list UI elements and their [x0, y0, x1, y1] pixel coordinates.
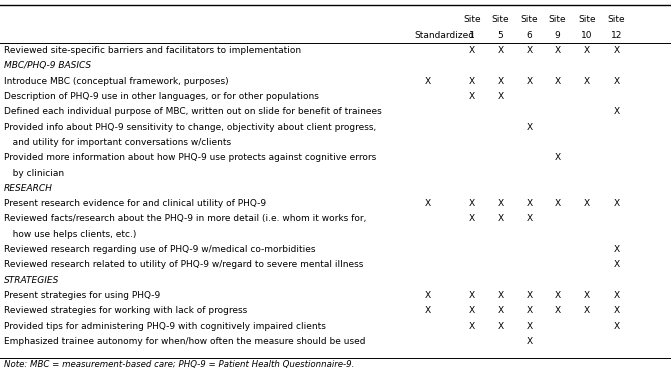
Text: Site: Site [578, 15, 596, 25]
Text: Site: Site [608, 15, 625, 25]
Text: X: X [468, 199, 475, 208]
Text: RESEARCH: RESEARCH [4, 184, 53, 193]
Text: X: X [497, 322, 504, 331]
Text: X: X [613, 107, 620, 116]
Text: X: X [497, 291, 504, 300]
Text: Site: Site [549, 15, 566, 25]
Text: 9: 9 [555, 31, 560, 40]
Text: Reviewed research regarding use of PHQ-9 w/medical co-morbidities: Reviewed research regarding use of PHQ-9… [4, 245, 315, 254]
Text: Site: Site [463, 15, 480, 25]
Text: X: X [425, 199, 431, 208]
Text: X: X [584, 77, 590, 86]
Text: 1: 1 [469, 31, 474, 40]
Text: X: X [613, 291, 620, 300]
Text: X: X [468, 46, 475, 55]
Text: X: X [425, 306, 431, 315]
Text: X: X [526, 46, 533, 55]
Text: Standardized: Standardized [414, 31, 474, 40]
Text: X: X [468, 77, 475, 86]
Text: X: X [526, 337, 533, 346]
Text: X: X [613, 46, 620, 55]
Text: X: X [554, 153, 561, 162]
Text: X: X [526, 77, 533, 86]
Text: X: X [497, 92, 504, 101]
Text: X: X [613, 199, 620, 208]
Text: X: X [554, 77, 561, 86]
Text: X: X [497, 306, 504, 315]
Text: STRATEGIES: STRATEGIES [4, 276, 59, 285]
Text: X: X [468, 322, 475, 331]
Text: X: X [554, 199, 561, 208]
Text: Provided tips for administering PHQ-9 with cognitively impaired clients: Provided tips for administering PHQ-9 wi… [4, 322, 326, 331]
Text: Defined each individual purpose of MBC, written out on slide for benefit of trai: Defined each individual purpose of MBC, … [4, 107, 382, 116]
Text: Reviewed site-specific barriers and facilitators to implementation: Reviewed site-specific barriers and faci… [4, 46, 301, 55]
Text: Provided more information about how PHQ-9 use protects against cognitive errors: Provided more information about how PHQ-… [4, 153, 376, 162]
Text: Site: Site [492, 15, 509, 25]
Text: X: X [584, 199, 590, 208]
Text: X: X [554, 306, 561, 315]
Text: X: X [497, 199, 504, 208]
Text: Emphasized trainee autonomy for when/how often the measure should be used: Emphasized trainee autonomy for when/how… [4, 337, 366, 346]
Text: X: X [526, 291, 533, 300]
Text: X: X [468, 92, 475, 101]
Text: Reviewed facts/research about the PHQ-9 in more detail (i.e. whom it works for,: Reviewed facts/research about the PHQ-9 … [4, 214, 366, 223]
Text: 6: 6 [527, 31, 532, 40]
Text: Provided info about PHQ-9 sensitivity to change, objectivity about client progre: Provided info about PHQ-9 sensitivity to… [4, 123, 376, 132]
Text: 10: 10 [581, 31, 593, 40]
Text: X: X [526, 199, 533, 208]
Text: X: X [526, 322, 533, 331]
Text: X: X [613, 245, 620, 254]
Text: X: X [497, 214, 504, 223]
Text: 12: 12 [611, 31, 622, 40]
Text: Site: Site [521, 15, 538, 25]
Text: X: X [613, 77, 620, 86]
Text: X: X [526, 123, 533, 132]
Text: Reviewed strategies for working with lack of progress: Reviewed strategies for working with lac… [4, 306, 247, 315]
Text: X: X [468, 306, 475, 315]
Text: by clinician: by clinician [4, 169, 64, 178]
Text: X: X [613, 306, 620, 315]
Text: X: X [526, 214, 533, 223]
Text: X: X [468, 291, 475, 300]
Text: X: X [613, 322, 620, 331]
Text: X: X [497, 46, 504, 55]
Text: Reviewed research related to utility of PHQ-9 w/regard to severe mental illness: Reviewed research related to utility of … [4, 260, 364, 269]
Text: how use helps clients, etc.): how use helps clients, etc.) [4, 230, 136, 239]
Text: 5: 5 [498, 31, 503, 40]
Text: X: X [468, 214, 475, 223]
Text: X: X [584, 46, 590, 55]
Text: X: X [584, 306, 590, 315]
Text: Note: MBC = measurement-based care; PHQ-9 = Patient Health Questionnaire-9.: Note: MBC = measurement-based care; PHQ-… [4, 359, 354, 368]
Text: Description of PHQ-9 use in other languages, or for other populations: Description of PHQ-9 use in other langua… [4, 92, 319, 101]
Text: MBC/PHQ-9 BASICS: MBC/PHQ-9 BASICS [4, 61, 91, 70]
Text: Present strategies for using PHQ-9: Present strategies for using PHQ-9 [4, 291, 160, 300]
Text: X: X [584, 291, 590, 300]
Text: X: X [526, 306, 533, 315]
Text: X: X [425, 77, 431, 86]
Text: X: X [613, 260, 620, 269]
Text: X: X [497, 77, 504, 86]
Text: X: X [425, 291, 431, 300]
Text: and utility for important conversations w/clients: and utility for important conversations … [4, 138, 231, 147]
Text: X: X [554, 291, 561, 300]
Text: Introduce MBC (conceptual framework, purposes): Introduce MBC (conceptual framework, pur… [4, 77, 229, 86]
Text: Present research evidence for and clinical utility of PHQ-9: Present research evidence for and clinic… [4, 199, 266, 208]
Text: X: X [554, 46, 561, 55]
